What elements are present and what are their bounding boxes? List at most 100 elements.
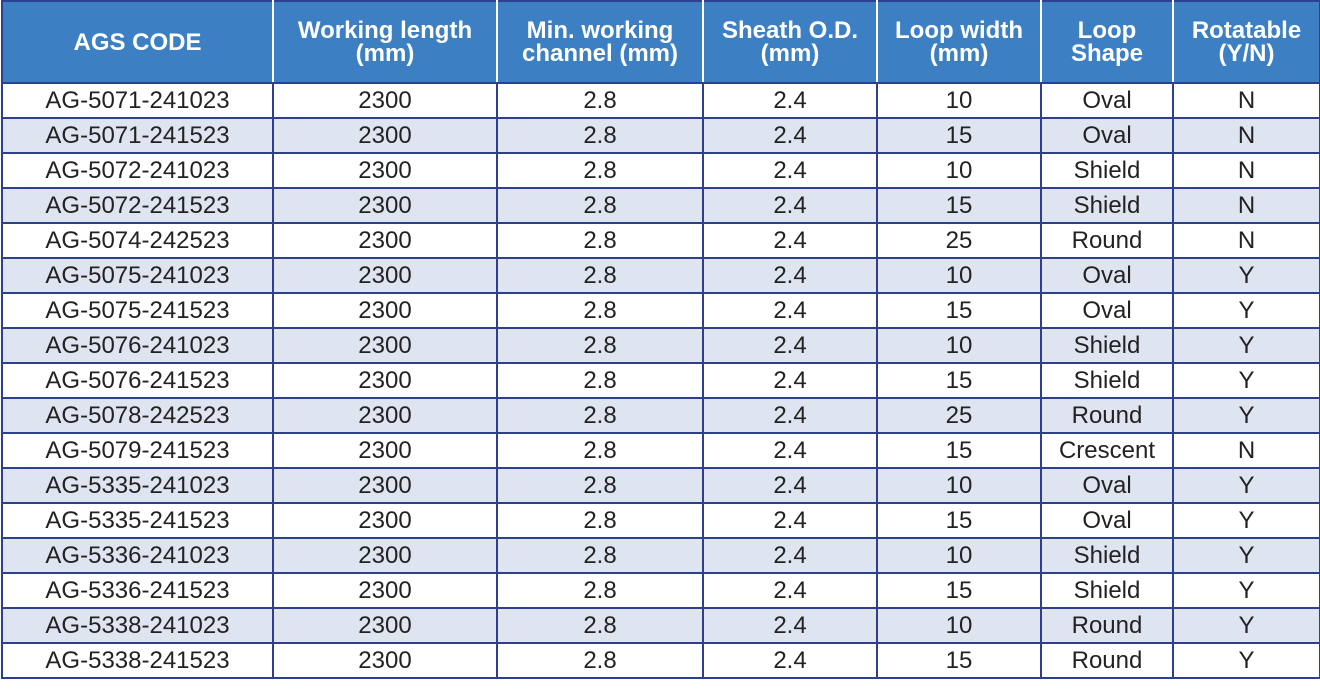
table-cell: 15 <box>876 642 1042 679</box>
table-cell: 2.4 <box>702 362 878 399</box>
table-cell: 15 <box>876 117 1042 154</box>
header-cell: Working length (mm) <box>272 0 498 84</box>
table-cell: Y <box>1172 327 1320 364</box>
table-cell: 2300 <box>272 362 498 399</box>
table-cell: 2300 <box>272 117 498 154</box>
table-cell: 2.8 <box>496 642 704 679</box>
table-cell: AG-5335-241023 <box>1 467 274 504</box>
header-text: Min. working <box>526 17 674 44</box>
table-cell: 15 <box>876 362 1042 399</box>
table-cell: AG-5078-242523 <box>1 397 274 434</box>
table-cell: 2300 <box>272 432 498 469</box>
table-cell: 2300 <box>272 467 498 504</box>
table-cell: 2.8 <box>496 82 704 119</box>
table-cell: 2.4 <box>702 257 878 294</box>
table-cell: 2.4 <box>702 397 878 434</box>
table-cell: N <box>1172 117 1320 154</box>
table-row: AG-5072-241523 2300 2.8 2.4 15 Shield N <box>1 187 1320 224</box>
table-cell: 2.4 <box>702 292 878 329</box>
table-cell: Y <box>1172 642 1320 679</box>
table-row: AG-5071-241023 2300 2.8 2.4 10 Oval N <box>1 82 1320 119</box>
table-cell: Crescent <box>1040 432 1174 469</box>
table-row: AG-5074-242523 2300 2.8 2.4 25 Round N <box>1 222 1320 259</box>
table-cell: 2300 <box>272 257 498 294</box>
table-cell: 25 <box>876 222 1042 259</box>
table-cell: 2300 <box>272 572 498 609</box>
table-cell: Y <box>1172 572 1320 609</box>
spec-table: AGS CODE Working length (mm) Min. working ch… <box>1 0 1320 679</box>
table-cell: Oval <box>1040 467 1174 504</box>
table-cell: 2300 <box>272 292 498 329</box>
table-row: AG-5078-242523 2300 2.8 2.4 25 Round Y <box>1 397 1320 434</box>
table-cell: Shield <box>1040 152 1174 189</box>
table-row: AG-5338-241023 2300 2.8 2.4 10 Round Y <box>1 607 1320 644</box>
table-cell: N <box>1172 432 1320 469</box>
table-cell: AG-5075-241023 <box>1 257 274 294</box>
table-cell: 2.8 <box>496 187 704 224</box>
table-row: AG-5076-241023 2300 2.8 2.4 10 Shield Y <box>1 327 1320 364</box>
header-text: channel (mm) <box>521 40 679 67</box>
table-cell: AG-5071-241023 <box>1 82 274 119</box>
table-row: AG-5335-241523 2300 2.8 2.4 15 Oval Y <box>1 502 1320 539</box>
table-cell: 2.8 <box>496 572 704 609</box>
table-cell: 2.4 <box>702 502 878 539</box>
table-cell: Round <box>1040 607 1174 644</box>
table-cell: Y <box>1172 292 1320 329</box>
table-cell: 2.4 <box>702 152 878 189</box>
table-cell: 10 <box>876 607 1042 644</box>
table-cell: 2.4 <box>702 537 878 574</box>
table-cell: 2.8 <box>496 117 704 154</box>
table-cell: 2300 <box>272 642 498 679</box>
table-row: AG-5075-241523 2300 2.8 2.4 15 Oval Y <box>1 292 1320 329</box>
table-cell: 2.8 <box>496 327 704 364</box>
table-cell: 2.8 <box>496 257 704 294</box>
table-cell: AG-5076-241023 <box>1 327 274 364</box>
table-cell: 2300 <box>272 502 498 539</box>
header-cell: Loop width (mm) <box>876 0 1042 84</box>
table-cell: AG-5335-241523 <box>1 502 274 539</box>
table-cell: 2.4 <box>702 82 878 119</box>
header-text: (mm) <box>760 40 820 67</box>
table-row: AG-5076-241523 2300 2.8 2.4 15 Shield Y <box>1 362 1320 399</box>
table-cell: Y <box>1172 502 1320 539</box>
table-cell: 2.4 <box>702 327 878 364</box>
table-cell: 2.8 <box>496 502 704 539</box>
table-cell: 10 <box>876 327 1042 364</box>
table-cell: Y <box>1172 257 1320 294</box>
table-row: AG-5336-241523 2300 2.8 2.4 15 Shield Y <box>1 572 1320 609</box>
table-cell: 2300 <box>272 152 498 189</box>
table-cell: N <box>1172 82 1320 119</box>
header-text: AGS CODE <box>73 28 202 56</box>
header-cell: Min. working channel (mm) <box>496 0 704 84</box>
table-cell: AG-5336-241023 <box>1 537 274 574</box>
table-cell: AG-5338-241523 <box>1 642 274 679</box>
table-cell: AG-5072-241523 <box>1 187 274 224</box>
table-cell: AG-5338-241023 <box>1 607 274 644</box>
table-cell: Y <box>1172 397 1320 434</box>
table-cell: Oval <box>1040 82 1174 119</box>
table-cell: Round <box>1040 642 1174 679</box>
table-cell: Oval <box>1040 117 1174 154</box>
table-row: AG-5338-241523 2300 2.8 2.4 15 Round Y <box>1 642 1320 679</box>
table-cell: 2300 <box>272 537 498 574</box>
table-cell: Shield <box>1040 327 1174 364</box>
table-cell: N <box>1172 187 1320 224</box>
table-cell: Oval <box>1040 502 1174 539</box>
table-cell: 2.8 <box>496 397 704 434</box>
table-row: AG-5075-241023 2300 2.8 2.4 10 Oval Y <box>1 257 1320 294</box>
header-text: Working length <box>297 17 473 44</box>
table-cell: Y <box>1172 537 1320 574</box>
table-cell: Round <box>1040 397 1174 434</box>
table-cell: AG-5072-241023 <box>1 152 274 189</box>
table-cell: 10 <box>876 467 1042 504</box>
table-cell: 2300 <box>272 607 498 644</box>
table-cell: Y <box>1172 607 1320 644</box>
table-cell: N <box>1172 222 1320 259</box>
table-cell: 2.8 <box>496 152 704 189</box>
table-cell: 2.4 <box>702 117 878 154</box>
table-cell: Shield <box>1040 537 1174 574</box>
table-cell: Shield <box>1040 362 1174 399</box>
table-cell: Y <box>1172 362 1320 399</box>
table-cell: AG-5071-241523 <box>1 117 274 154</box>
